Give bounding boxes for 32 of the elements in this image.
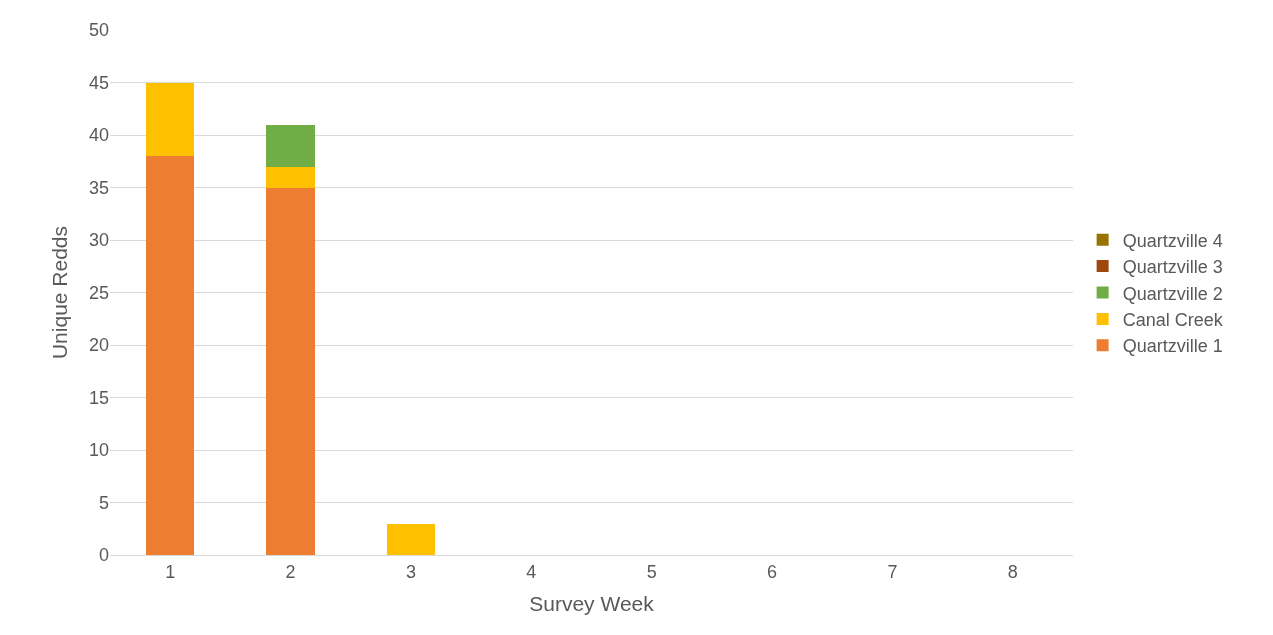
bar xyxy=(386,523,436,555)
x-axis-title: Survey Week xyxy=(529,591,655,615)
y-tick-label: 10 xyxy=(88,440,109,461)
x-tick-label: 4 xyxy=(526,561,537,582)
bar xyxy=(146,156,195,555)
bar xyxy=(146,82,195,156)
legend-label: Quartzville 1 xyxy=(1122,336,1223,357)
legend-label: Quartzville 4 xyxy=(1122,230,1223,251)
y-tick-label: 25 xyxy=(88,282,109,303)
y-tick-label: 50 xyxy=(88,20,109,41)
x-tick-label: 7 xyxy=(887,561,898,582)
y-tick-label: 15 xyxy=(88,387,109,408)
x-tick-label: 5 xyxy=(646,561,657,582)
y-tick-label: 20 xyxy=(88,335,109,356)
x-tick-label: 2 xyxy=(285,561,296,582)
y-tick-label: 0 xyxy=(98,545,109,566)
x-tick-label: 3 xyxy=(405,561,416,582)
legend-label: Quartzville 2 xyxy=(1122,283,1223,304)
y-tick-label: 35 xyxy=(88,177,109,198)
y-tick-label: 5 xyxy=(98,492,109,513)
x-tick-label: 1 xyxy=(165,561,176,582)
legend-label: Canal Creek xyxy=(1122,309,1224,330)
y-tick-label: 30 xyxy=(88,230,109,251)
y-tick-label: 45 xyxy=(88,72,109,93)
bar xyxy=(266,187,315,555)
x-tick-label: 6 xyxy=(767,561,778,582)
legend-label: Quartzville 3 xyxy=(1122,257,1223,278)
bar xyxy=(266,166,315,188)
x-tick-label: 8 xyxy=(1007,561,1018,582)
y-axis-title: Unique Redds xyxy=(48,225,72,360)
y-tick-label: 40 xyxy=(88,125,109,146)
bar xyxy=(266,124,315,167)
